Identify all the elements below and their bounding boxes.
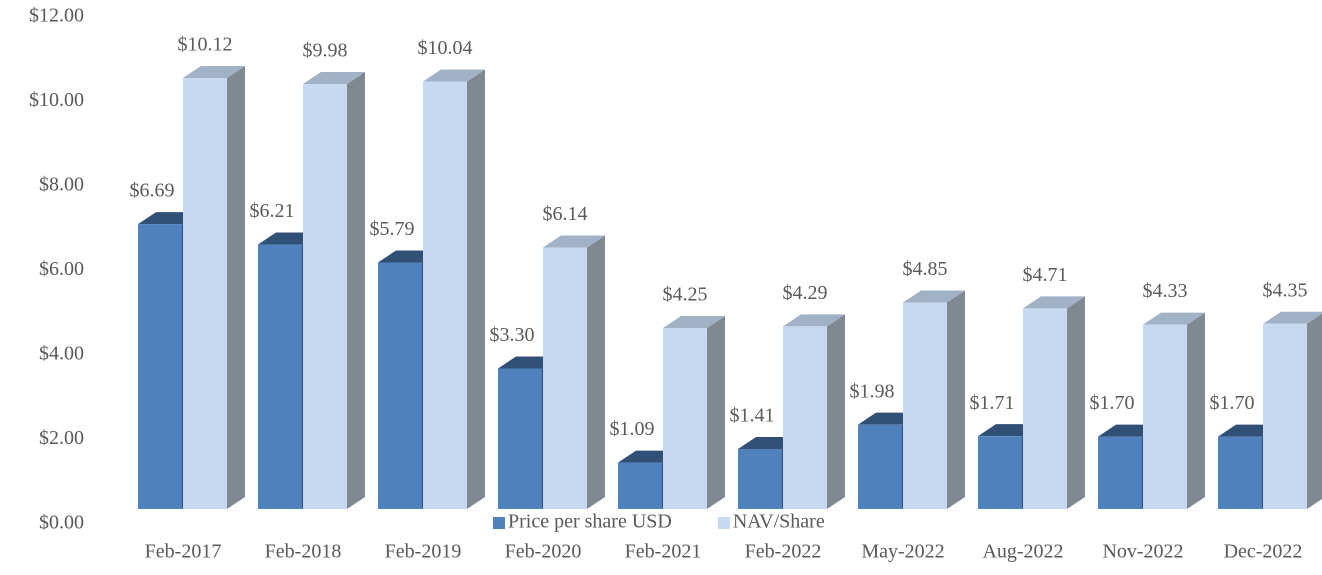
x-tick-label: Feb-2019 [385, 541, 462, 563]
value-label: $9.98 [303, 40, 348, 62]
value-label: $4.71 [1023, 264, 1068, 286]
value-label: $4.85 [903, 258, 948, 280]
bar-top [543, 235, 605, 248]
bar-top [1143, 312, 1205, 325]
bar-side [1307, 313, 1322, 509]
bar [303, 72, 365, 509]
y-tick-label: $10.00 [29, 89, 84, 111]
bar-side [827, 314, 845, 509]
bar-front [378, 262, 422, 509]
x-tick-label: Feb-2017 [145, 541, 222, 563]
x-tick-label: Feb-2022 [745, 541, 822, 563]
y-tick-label: $0.00 [39, 512, 84, 534]
x-tick-label: Nov-2022 [1102, 541, 1183, 563]
bar-front [663, 328, 707, 509]
bar [783, 314, 845, 509]
value-label: $4.25 [663, 284, 708, 306]
bar-front [978, 436, 1022, 509]
bar-side [947, 290, 965, 509]
bar-front [183, 78, 227, 509]
bar-top [1023, 296, 1085, 309]
bar-side [227, 66, 245, 509]
value-label: $3.30 [490, 324, 535, 346]
y-tick-label: $2.00 [39, 427, 84, 449]
value-label: $1.41 [730, 405, 775, 427]
bar-front [1143, 324, 1187, 509]
value-label: $4.33 [1143, 280, 1188, 302]
bar [663, 316, 725, 509]
x-tick-label: Feb-2021 [625, 541, 702, 563]
bar-front [1098, 436, 1142, 509]
value-label: $6.69 [130, 180, 175, 202]
value-label: $1.70 [1210, 392, 1255, 414]
bar-side [347, 72, 365, 509]
x-tick-label: Feb-2018 [265, 541, 342, 563]
bar-side [1067, 296, 1085, 509]
bar-front [738, 448, 782, 509]
bar-front [903, 302, 947, 509]
legend-label: Price per share USD [508, 511, 672, 533]
bar-top [1263, 311, 1322, 324]
x-tick-label: Feb-2020 [505, 541, 582, 563]
bar [543, 235, 605, 509]
x-tick-label: Aug-2022 [982, 541, 1063, 563]
value-label: $1.09 [610, 418, 655, 440]
bar-side [467, 69, 485, 510]
bar [1143, 312, 1205, 509]
value-label: $4.29 [783, 282, 828, 304]
bar [903, 290, 965, 509]
bar-front [1263, 323, 1307, 509]
bar-front [423, 81, 467, 510]
bar [1023, 296, 1085, 509]
y-tick-label: $6.00 [39, 258, 84, 280]
y-tick-label: $12.00 [29, 5, 84, 27]
bar-front [783, 326, 827, 509]
legend-swatch [717, 517, 730, 529]
bar-front [1218, 436, 1262, 509]
bar-front [618, 462, 662, 509]
bar-front [138, 224, 182, 509]
bar-front [543, 247, 587, 509]
bar-top [903, 290, 965, 303]
value-label: $1.98 [850, 380, 895, 402]
bar-top [663, 316, 725, 329]
y-tick-label: $8.00 [39, 174, 84, 196]
x-tick-label: May-2022 [861, 541, 944, 563]
bar-side [707, 316, 725, 509]
y-tick-label: $4.00 [39, 343, 84, 365]
value-label: $5.79 [370, 218, 415, 240]
bar-side [587, 235, 605, 509]
bar-front [858, 424, 902, 509]
bar-front [1023, 308, 1067, 509]
bar [1263, 311, 1322, 509]
bar [183, 66, 245, 509]
value-label: $6.14 [543, 203, 588, 225]
legend-swatch [493, 517, 505, 529]
bar-front [258, 244, 302, 509]
value-label: $4.35 [1263, 279, 1308, 301]
bar-front [303, 84, 347, 509]
bar-top [303, 72, 365, 85]
value-label: $1.70 [1090, 392, 1135, 414]
value-label: $1.71 [970, 392, 1015, 414]
bar-side [1187, 312, 1205, 509]
bar-front [498, 368, 542, 509]
x-tick-label: Dec-2022 [1224, 541, 1303, 563]
bar-top [783, 314, 845, 327]
bar-top [183, 66, 245, 79]
value-label: $10.04 [418, 37, 473, 59]
value-label: $6.21 [250, 200, 295, 222]
bar-top [423, 69, 485, 82]
legend-label: NAV/Share [733, 511, 825, 533]
bar [423, 69, 485, 510]
value-label: $10.12 [178, 34, 233, 56]
